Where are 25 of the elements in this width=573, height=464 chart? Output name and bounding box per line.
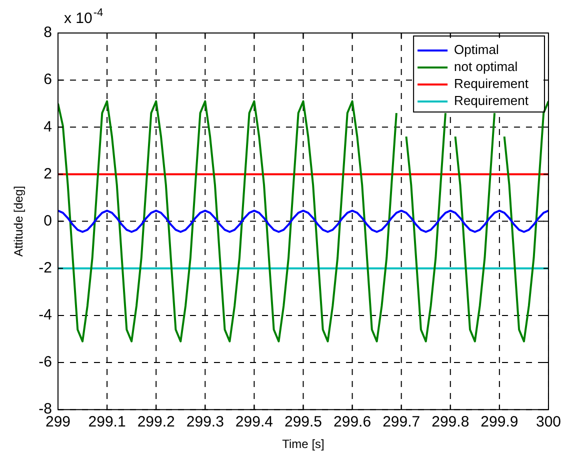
- x-tick-label: 299.1: [88, 414, 126, 431]
- legend-label: Requirement: [454, 76, 529, 92]
- x-tick-label: 300: [536, 414, 561, 431]
- x-tick-label: 299.8: [432, 414, 470, 431]
- x-tick-label: 299.7: [382, 414, 420, 431]
- x-tick-label: 299.5: [284, 414, 322, 431]
- x-tick-label: 299.3: [186, 414, 224, 431]
- y-tick-label: -2: [38, 260, 52, 277]
- y-tick-label: -4: [38, 306, 52, 324]
- x-axis-title: Time [s]: [282, 437, 324, 452]
- x-tick-label: 299.6: [334, 414, 372, 431]
- legend-label: Requirement: [454, 93, 529, 108]
- y-tick-label: -6: [38, 354, 52, 371]
- y-tick-label: 0: [44, 212, 52, 230]
- y-tick-label: 6: [44, 71, 52, 88]
- legend-label: Optimal: [454, 42, 499, 58]
- x-tick-label: 299: [45, 414, 71, 431]
- x-tick-label: 299.9: [480, 414, 518, 431]
- x-tick-label: 299.2: [137, 414, 175, 431]
- y-tick-label: 2: [44, 165, 52, 182]
- y-tick-label: 4: [44, 118, 52, 136]
- legend-label: not optimal: [454, 59, 518, 74]
- y-tick-label: 8: [44, 24, 52, 42]
- x-tick-label: 299.4: [235, 414, 273, 431]
- y-axis-title: Attitude [deg]: [12, 186, 26, 257]
